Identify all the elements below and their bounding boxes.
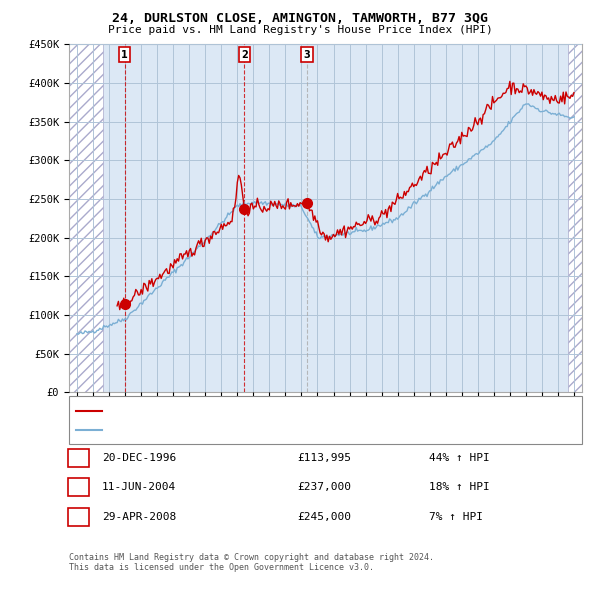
Text: Contains HM Land Registry data © Crown copyright and database right 2024.: Contains HM Land Registry data © Crown c… [69,553,434,562]
Text: 2: 2 [75,483,82,492]
Text: 20-DEC-1996: 20-DEC-1996 [102,453,176,463]
Text: Price paid vs. HM Land Registry's House Price Index (HPI): Price paid vs. HM Land Registry's House … [107,25,493,35]
Text: 3: 3 [75,512,82,522]
Text: 1: 1 [121,50,128,60]
Text: 1: 1 [75,453,82,463]
Text: 2: 2 [241,50,248,60]
Text: 29-APR-2008: 29-APR-2008 [102,512,176,522]
Text: 24, DURLSTON CLOSE, AMINGTON, TAMWORTH, B77 3QG: 24, DURLSTON CLOSE, AMINGTON, TAMWORTH, … [112,12,488,25]
Bar [568,44,582,392]
Text: This data is licensed under the Open Government Licence v3.0.: This data is licensed under the Open Gov… [69,563,374,572]
Text: HPI: Average price, detached house, Tamworth: HPI: Average price, detached house, Tamw… [107,426,360,435]
Text: £237,000: £237,000 [297,483,351,492]
Text: 24, DURLSTON CLOSE, AMINGTON, TAMWORTH, B77 3QG (detached house): 24, DURLSTON CLOSE, AMINGTON, TAMWORTH, … [107,406,475,415]
Text: 7% ↑ HPI: 7% ↑ HPI [429,512,483,522]
Text: 3: 3 [304,50,310,60]
Bar [69,44,103,392]
Text: £113,995: £113,995 [297,453,351,463]
Text: 11-JUN-2004: 11-JUN-2004 [102,483,176,492]
Text: £245,000: £245,000 [297,512,351,522]
Text: 44% ↑ HPI: 44% ↑ HPI [429,453,490,463]
Text: 18% ↑ HPI: 18% ↑ HPI [429,483,490,492]
